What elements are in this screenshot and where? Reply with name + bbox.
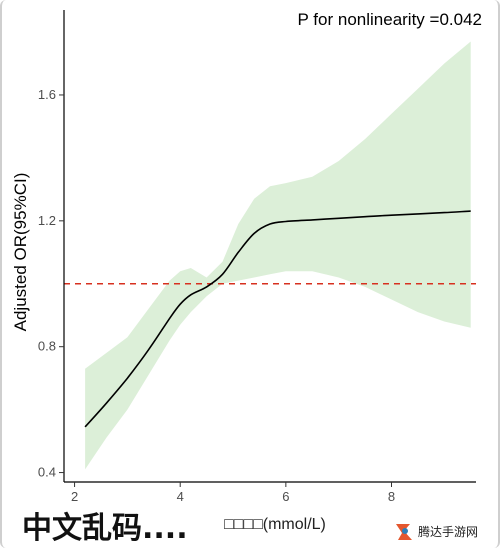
x-ticks: 2 4 6 8 xyxy=(71,482,395,504)
nonlinearity-annotation: P for nonlinearity =0.042 xyxy=(298,10,482,29)
y-tick-label: 1.2 xyxy=(38,213,56,228)
y-axis-label: Adjusted OR(95%CI) xyxy=(11,173,30,332)
overlay-caption: 中文乱码.... xyxy=(22,511,188,546)
x-tick-label: 4 xyxy=(177,489,184,504)
watermark-background xyxy=(386,518,490,544)
y-tick-label: 0.8 xyxy=(38,339,56,354)
confidence-band-layer xyxy=(85,41,471,470)
x-axis-label: □□□□(mmol/L) xyxy=(224,516,326,533)
confidence-band xyxy=(85,41,471,470)
x-tick-label: 6 xyxy=(282,489,289,504)
y-tick-label: 1.6 xyxy=(38,87,56,102)
x-tick-label: 2 xyxy=(71,489,78,504)
watermark: 腾达手游网 xyxy=(386,518,490,544)
estimate-curve xyxy=(84,210,471,428)
watermark-logo-icon xyxy=(396,524,412,540)
curve-layer xyxy=(84,210,471,428)
x-tick-label: 8 xyxy=(388,489,395,504)
y-ticks: 0.4 0.8 1.2 1.6 xyxy=(38,87,64,480)
watermark-text: 腾达手游网 xyxy=(418,524,478,539)
y-tick-label: 0.4 xyxy=(38,465,56,480)
